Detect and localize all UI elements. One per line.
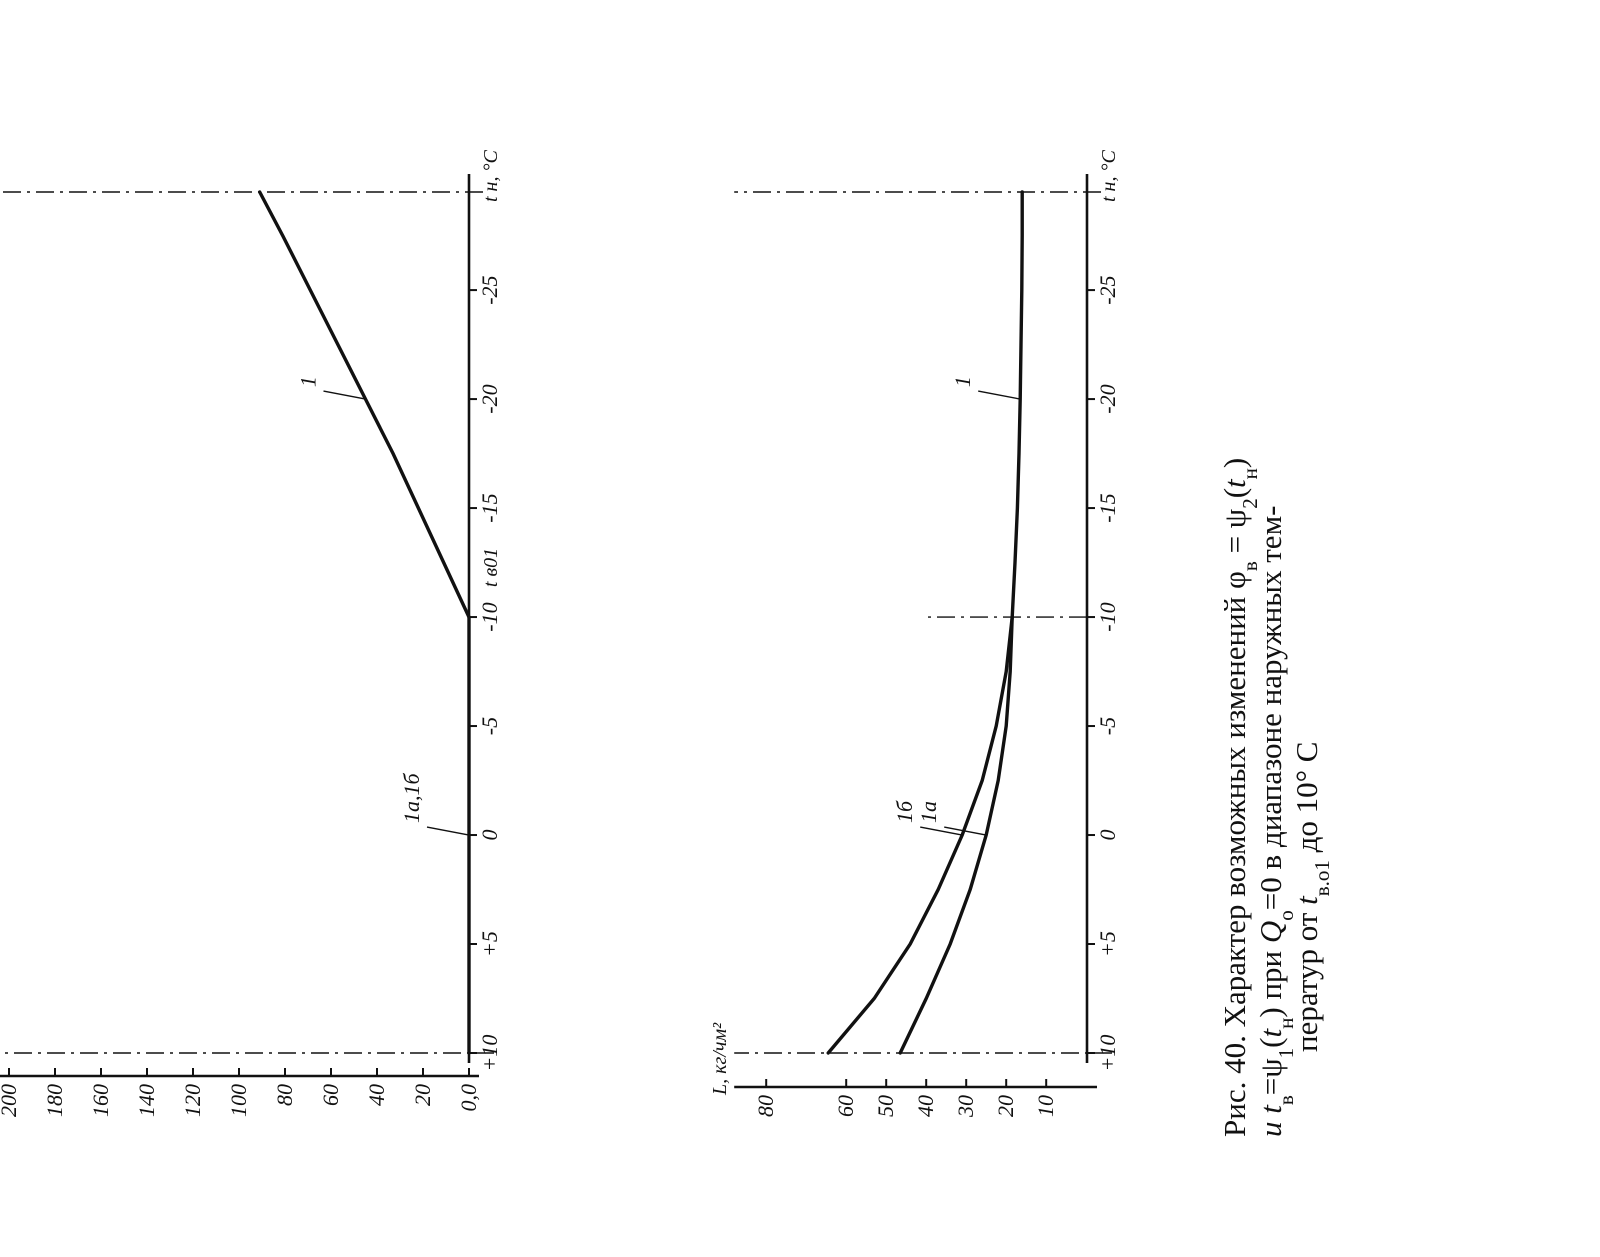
x-tick-label: 0 [477, 830, 502, 841]
y-tick-label: 80 [272, 1084, 297, 1106]
y-tick-label: 40 [364, 1084, 389, 1106]
y-tick-label: 120 [180, 1084, 205, 1117]
caption-run: =0 в диапазоне наружных тем- [1253, 505, 1288, 910]
series-label: 1а,1б [399, 773, 424, 824]
x-axis-title: t н, °C [480, 150, 502, 202]
caption-run: 2 [1238, 498, 1262, 509]
x-tick-label: +5 [1095, 931, 1120, 957]
x-tick-label: 0 [1095, 830, 1120, 841]
series-leader [944, 826, 987, 836]
caption-run: ( [1217, 488, 1252, 498]
caption-run: t [1253, 1104, 1288, 1114]
y-tick-label: 140 [134, 1084, 159, 1117]
series-line-1а [898, 615, 1014, 1055]
y-tick-label: 180 [42, 1084, 67, 1117]
x-tick-label: -15 [477, 493, 502, 522]
series-line-1 [258, 190, 471, 619]
x-tick-label: -25 [477, 275, 502, 304]
caption-run: Q [1253, 921, 1288, 943]
x-tick-label: -10 [477, 602, 502, 631]
series-label: 1 [950, 376, 975, 387]
caption-run: н [1238, 468, 1262, 479]
series-leader [323, 390, 366, 400]
series-label: 1б [892, 800, 917, 823]
y-tick-label: 50 [873, 1095, 898, 1117]
x-tick-label: -20 [477, 384, 502, 413]
y-tick-label: 60 [833, 1095, 858, 1117]
y-tick-label: 10 [1033, 1095, 1058, 1117]
y-tick-label: 160 [88, 1084, 113, 1117]
x-tick-label: -20 [1095, 384, 1120, 413]
x-tick-label: -5 [1095, 717, 1120, 735]
y-axis-title: L, кг/чм² [709, 1022, 731, 1096]
caption-run: Рис. 40. Характер возможных изменений φ [1217, 571, 1252, 1137]
y-tick-label: 20 [993, 1095, 1018, 1117]
figure-caption: Рис. 40. Характер возможных изменений φв… [1217, 458, 1334, 1137]
x-tick-label: +10 [477, 1035, 502, 1072]
caption-run: ) [1217, 458, 1252, 468]
y-tick-label: 80 [753, 1095, 778, 1117]
caption-run: = ψ [1217, 508, 1252, 561]
y-tick-label: 100 [226, 1084, 251, 1117]
y-tick-label: 30 [953, 1095, 978, 1118]
caption-run: t [1217, 478, 1252, 488]
caption-run: в.o1 [1310, 860, 1334, 896]
caption-run: до 10° С [1289, 742, 1324, 861]
chart-top-air-flow: +10 +5 0 -5 -10 -15 -20 -25 80 60 50 40 30 20 10 L, кг/… [709, 150, 1120, 1118]
series-leader [426, 826, 470, 836]
x-tick-label: -10 [1095, 602, 1120, 631]
caption-run: ( [1253, 1037, 1288, 1047]
caption-run: o [1274, 910, 1298, 921]
series-leader [978, 390, 1021, 400]
caption-run: t [1289, 895, 1324, 905]
series-label: 1 [296, 376, 321, 387]
x-tick-label: -15 [1095, 493, 1120, 522]
series-line-1 [1010, 190, 1024, 619]
x-axis-annotation: t в01 [480, 548, 502, 587]
x-tick-label: -25 [1095, 275, 1120, 304]
x-tick-label: +10 [1095, 1035, 1120, 1072]
caption-run: t [1253, 1027, 1288, 1037]
y-tick-label: 60 [318, 1084, 343, 1106]
caption-run: н [1274, 1018, 1298, 1029]
caption-run: =ψ [1253, 1058, 1288, 1095]
caption-run: в [1238, 561, 1262, 571]
caption-run: ператур от [1289, 905, 1324, 1052]
caption-run: и [1253, 1114, 1288, 1137]
x-tick-label: -5 [477, 717, 502, 735]
caption-run: ) при [1253, 943, 1288, 1018]
y-tick-label: 20 [410, 1084, 435, 1106]
y-tick-label: 40 [913, 1095, 938, 1117]
caption-run: в [1274, 1095, 1298, 1105]
y-tick-label: 0,0 [456, 1084, 481, 1112]
series-label: 1а [916, 801, 941, 823]
x-axis-title: t н, °C [1098, 150, 1120, 202]
series-leader [920, 826, 963, 836]
x-tick-label: +5 [477, 931, 502, 957]
caption-run: 1 [1274, 1048, 1298, 1059]
y-tick-label: 200 [0, 1084, 21, 1117]
